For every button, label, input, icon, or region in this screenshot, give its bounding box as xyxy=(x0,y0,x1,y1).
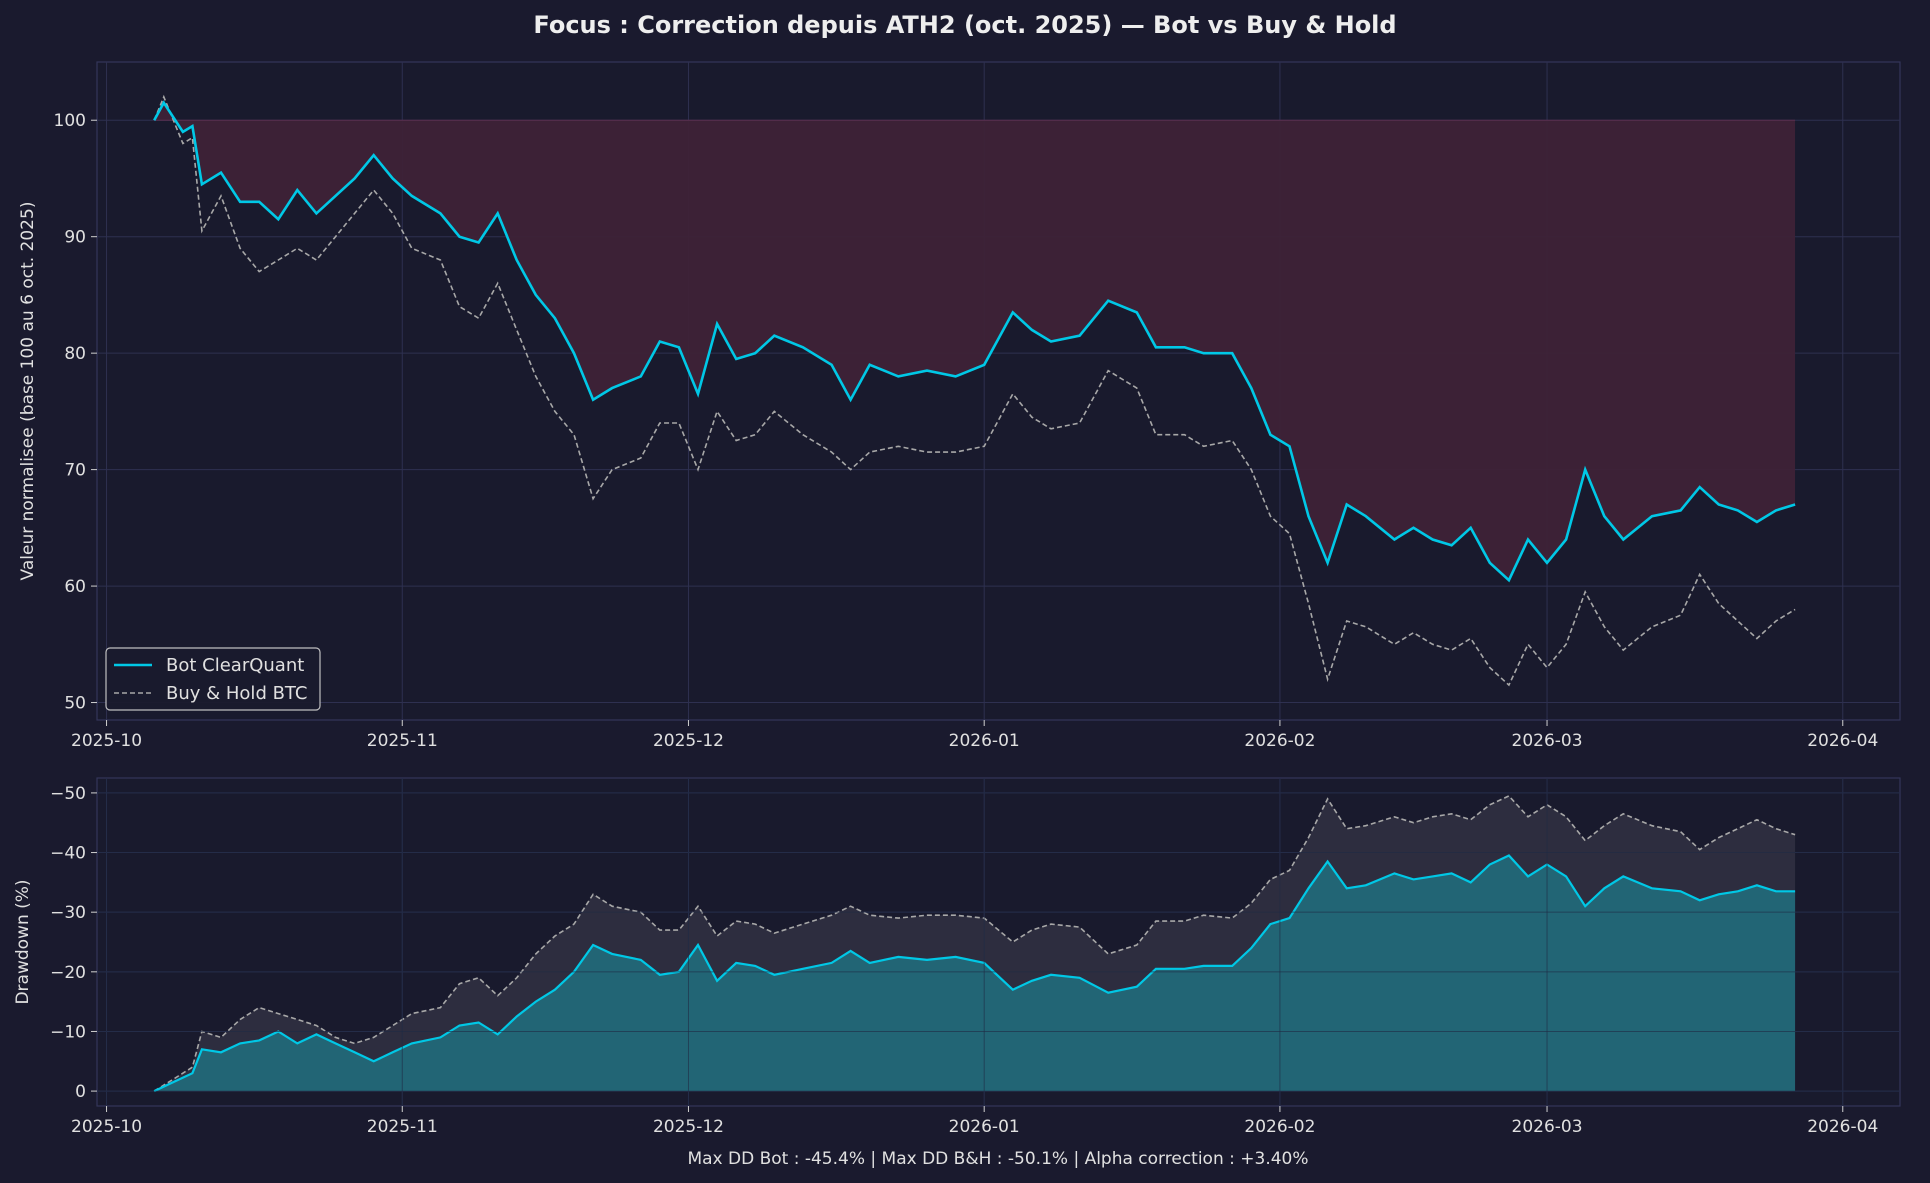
x-tick-label: 2026-03 xyxy=(1512,1117,1583,1137)
x-tick-label: 2025-11 xyxy=(367,1117,438,1137)
series-buy-hold-line xyxy=(153,94,1796,687)
legend-box xyxy=(105,647,321,711)
y-tick-label: −50 xyxy=(50,784,86,804)
footer-stats: Max DD Bot : -45.4% | Max DD B&H : -50.1… xyxy=(687,1149,1308,1169)
series-bot-drawdown-line xyxy=(153,854,1796,1093)
chart-title: Focus : Correction depuis ATH2 (oct. 202… xyxy=(533,11,1396,39)
y-axis-label: Drawdown (%) xyxy=(13,879,33,1004)
x-tick-label: 2026-02 xyxy=(1244,1117,1315,1137)
y-tick-label: 50 xyxy=(64,694,86,714)
y-tick-label: 70 xyxy=(64,461,86,481)
x-tick-label: 2025-10 xyxy=(71,1117,142,1137)
x-tick-label: 2026-04 xyxy=(1807,1117,1878,1137)
y-tick-label: 80 xyxy=(64,344,86,364)
x-tick-label: 2026-04 xyxy=(1807,731,1878,751)
y-tick-label: −10 xyxy=(50,1022,86,1042)
x-tick-label: 2026-01 xyxy=(949,731,1020,751)
x-tick-label: 2026-02 xyxy=(1244,731,1315,751)
series-bot-line xyxy=(153,100,1796,583)
x-tick-label: 2025-11 xyxy=(367,731,438,751)
y-tick-label: −30 xyxy=(50,903,86,923)
y-tick-label: −20 xyxy=(50,963,86,983)
series-buy-hold-drawdown-line xyxy=(153,794,1796,1092)
x-tick-label: 2025-10 xyxy=(71,731,142,751)
legend-label-bot: Bot ClearQuant xyxy=(166,655,304,676)
bot-drawdown-area xyxy=(154,855,1796,1092)
x-tick-label: 2025-12 xyxy=(653,1117,724,1137)
drawdown-panel: 2025-10 2025-11 2025-12 2026-01 2026-02 2026-… xyxy=(13,777,1901,1137)
y-tick-label: 100 xyxy=(54,111,86,131)
legend-label-hold: Buy & Hold BTC xyxy=(166,683,307,704)
x-tick-label: 2026-03 xyxy=(1512,731,1583,751)
y-tick-label: −40 xyxy=(50,844,86,864)
y-tick-label: 90 xyxy=(64,228,86,248)
y-tick-label: 0 xyxy=(75,1082,86,1102)
y-tick-label: 60 xyxy=(64,577,86,597)
x-tick-label: 2026-01 xyxy=(949,1117,1020,1137)
y-axis-label: Valeur normalisee (base 100 au 6 oct. 20… xyxy=(18,202,38,581)
loss-shaded-area xyxy=(154,102,1796,581)
legend: Bot ClearQuant Buy & Hold BTC xyxy=(105,647,321,711)
price-panel: Bot ClearQuant Buy & Hold BTC 2025-10 2025-… xyxy=(18,61,1901,751)
x-tick-label: 2025-12 xyxy=(653,731,724,751)
